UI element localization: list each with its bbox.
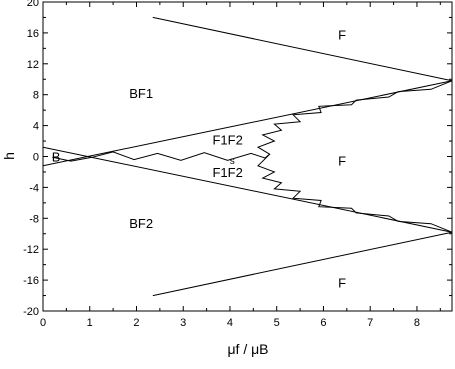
series-line-6 (257, 153, 453, 233)
y-tick-label: 12 (27, 59, 39, 71)
series-group (42, 16, 453, 297)
y-tick-label: -12 (23, 244, 39, 256)
y-tick-label: -20 (23, 306, 39, 318)
series-line-2 (152, 231, 453, 297)
x-tick-label: 1 (87, 317, 93, 329)
y-tick-label: -16 (23, 275, 39, 287)
series-line-1 (152, 16, 453, 82)
region-label: s (230, 156, 235, 167)
x-tick-label: 5 (274, 317, 280, 329)
y-tick-label: -4 (29, 182, 39, 194)
y-axis-label: h (1, 152, 17, 160)
plot-frame (42, 1, 453, 312)
region-label: BF2 (129, 216, 153, 231)
region-label: F (338, 27, 346, 42)
region-label: F1F2 (212, 165, 242, 180)
series-line-5 (52, 80, 453, 162)
series-line-4 (42, 146, 453, 233)
x-tick-label: 7 (367, 317, 373, 329)
region-label: B (52, 150, 61, 165)
y-tick-label: 0 (33, 152, 39, 164)
region-label: F (338, 275, 346, 290)
y-tick-label: 8 (33, 90, 39, 102)
x-tick-label: 4 (227, 317, 233, 329)
x-tick-label: 8 (414, 317, 420, 329)
x-tick-label: 3 (180, 317, 186, 329)
y-tick-label: -8 (29, 213, 39, 225)
region-label: F (338, 153, 346, 168)
y-tick-label: 4 (33, 121, 39, 133)
x-axis-label: μf / μB (227, 341, 268, 357)
x-tick-label: 6 (320, 317, 326, 329)
x-tick-label: 2 (133, 317, 139, 329)
x-tick-label: 0 (40, 317, 46, 329)
y-tick-label: 20 (27, 0, 39, 9)
region-label: F1F2 (212, 133, 242, 148)
region-label: BF1 (129, 86, 153, 101)
y-tick-label: 16 (27, 28, 39, 40)
series-line-3 (42, 80, 453, 167)
